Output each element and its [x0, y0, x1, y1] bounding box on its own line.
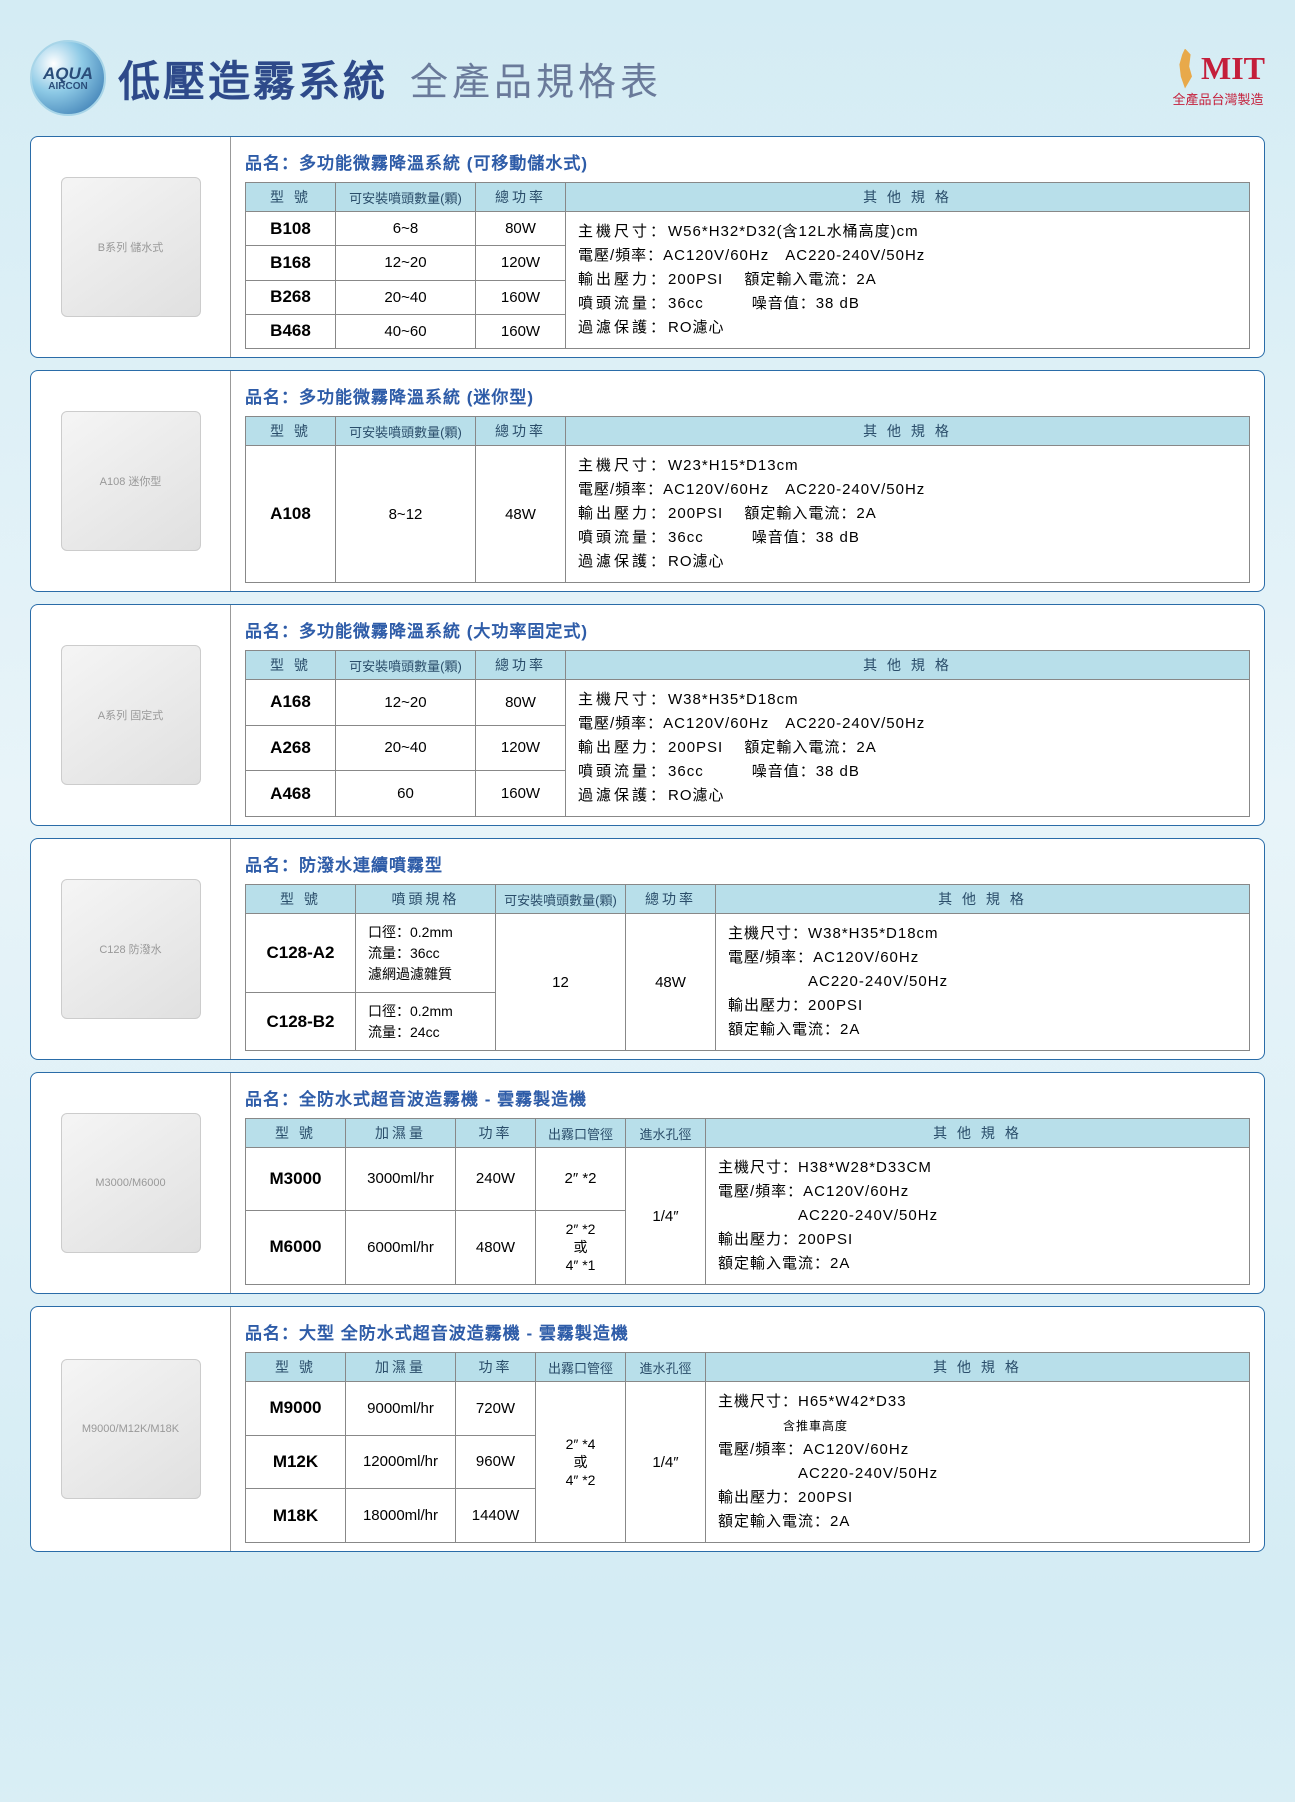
th-qty: 可安裝噴頭數量(顆): [336, 183, 476, 212]
product-image: M9000/M12K/M18K: [61, 1359, 201, 1499]
image-col: B系列 儲水式: [31, 137, 231, 357]
product-name: 品名：全防水式超音波造霧機 - 雲霧製造機: [245, 1085, 1250, 1110]
page-title-sub: 全產品規格表: [410, 51, 662, 106]
product-name: 品名：多功能微霧降溫系統 (迷你型): [245, 383, 1250, 408]
spec-table: 型 號 噴頭規格 可安裝噴頭數量(顆) 總功率 其 他 規 格 C128-A2 …: [245, 884, 1250, 1051]
section-m-small: M3000/M6000 品名：全防水式超音波造霧機 - 雲霧製造機 型 號 加濕…: [30, 1072, 1265, 1294]
table-row: A168 12~20 80W 主機尺寸：W38*H35*D18cm 電壓/頻率：…: [246, 680, 1250, 726]
cell-qty: 6~8: [336, 212, 476, 246]
mit-text: MIT: [1201, 50, 1265, 87]
product-name: 品名：大型 全防水式超音波造霧機 - 雲霧製造機: [245, 1319, 1250, 1344]
product-name: 品名：多功能微霧降溫系統 (可移動儲水式): [245, 149, 1250, 174]
table-row: M3000 3000ml/hr 240W 2″ *2 1/4″ 主機尺寸：H38…: [246, 1148, 1250, 1211]
table-row: A108 8~12 48W 主機尺寸：W23*H15*D13cm 電壓/頻率：A…: [246, 446, 1250, 583]
th-power: 總功率: [476, 183, 566, 212]
page-header: AQUA AIRCON 低壓造霧系統 全產品規格表 MIT 全產品台灣製造: [30, 40, 1265, 116]
section-b-series: B系列 儲水式 品名：多功能微霧降溫系統 (可移動儲水式) 型 號 可安裝噴頭數…: [30, 136, 1265, 358]
cell-power: 80W: [476, 212, 566, 246]
cell-nozzle: 口徑：0.2mm 流量：36cc 濾網過濾雜質: [356, 914, 496, 993]
product-image: A108 迷你型: [61, 411, 201, 551]
spec-table: 型 號 可安裝噴頭數量(顆) 總功率 其 他 規 格 A108 8~12 48W…: [245, 416, 1250, 583]
cell-specs: 主機尺寸：H65*W42*D33 含推車高度 電壓/頻率：AC120V/60Hz…: [706, 1382, 1250, 1543]
product-image: M3000/M6000: [61, 1113, 201, 1253]
cell-model: B108: [246, 212, 336, 246]
cell-specs: 主機尺寸：W38*H35*D18cm 電壓/頻率：AC120V/60Hz AC2…: [716, 914, 1250, 1051]
product-image: B系列 儲水式: [61, 177, 201, 317]
section-a-series: A系列 固定式 品名：多功能微霧降溫系統 (大功率固定式) 型 號 可安裝噴頭數…: [30, 604, 1265, 826]
product-image: C128 防潑水: [61, 879, 201, 1019]
mit-subtitle: 全產品台灣製造: [1171, 89, 1265, 108]
spec-table: 型 號 加濕量 功率 出霧口管徑 進水孔徑 其 他 規 格 M9000 9000…: [245, 1352, 1250, 1543]
cell-specs: 主機尺寸：W56*H32*D32(含12L水桶高度)cm 電壓/頻率：AC120…: [566, 212, 1250, 349]
page-title-main: 低壓造霧系統: [118, 48, 388, 109]
table-row: M9000 9000ml/hr 720W 2″ *4 或 4″ *2 1/4″ …: [246, 1382, 1250, 1436]
cell-specs: 主機尺寸：W38*H35*D18cm 電壓/頻率：AC120V/60Hz AC2…: [566, 680, 1250, 817]
spec-table: 型 號 可安裝噴頭數量(顆) 總功率 其 他 規 格 A168 12~20 80…: [245, 650, 1250, 817]
product-name: 品名：防潑水連續噴霧型: [245, 851, 1250, 876]
taiwan-map-icon: [1171, 49, 1199, 89]
table-row: C128-A2 口徑：0.2mm 流量：36cc 濾網過濾雜質 12 48W 主…: [246, 914, 1250, 993]
cell-specs: 主機尺寸：W23*H15*D13cm 電壓/頻率：AC120V/60Hz AC2…: [566, 446, 1250, 583]
product-name: 品名：多功能微霧降溫系統 (大功率固定式): [245, 617, 1250, 642]
logo-line1: AQUA: [43, 65, 93, 82]
th-other: 其 他 規 格: [566, 183, 1250, 212]
section-c128: C128 防潑水 品名：防潑水連續噴霧型 型 號 噴頭規格 可安裝噴頭數量(顆)…: [30, 838, 1265, 1060]
product-image: A系列 固定式: [61, 645, 201, 785]
section-m-large: M9000/M12K/M18K 品名：大型 全防水式超音波造霧機 - 雲霧製造機…: [30, 1306, 1265, 1552]
cell-specs: 主機尺寸：H38*W28*D33CM 電壓/頻率：AC120V/60Hz AC2…: [706, 1148, 1250, 1285]
section-a108: A108 迷你型 品名：多功能微霧降溫系統 (迷你型) 型 號 可安裝噴頭數量(…: [30, 370, 1265, 592]
spec-table: 型 號 加濕量 功率 出霧口管徑 進水孔徑 其 他 規 格 M3000 3000…: [245, 1118, 1250, 1285]
aqua-logo: AQUA AIRCON: [30, 40, 106, 116]
header-left: AQUA AIRCON 低壓造霧系統 全產品規格表: [30, 40, 662, 116]
logo-line2: AIRCON: [48, 82, 87, 92]
spec-table: 型 號 可安裝噴頭數量(顆) 總功率 其 他 規 格 B108 6~8 80W …: [245, 182, 1250, 349]
mit-badge: MIT 全產品台灣製造: [1171, 49, 1265, 108]
th-model: 型 號: [246, 183, 336, 212]
table-row: B108 6~8 80W 主機尺寸：W56*H32*D32(含12L水桶高度)c…: [246, 212, 1250, 246]
